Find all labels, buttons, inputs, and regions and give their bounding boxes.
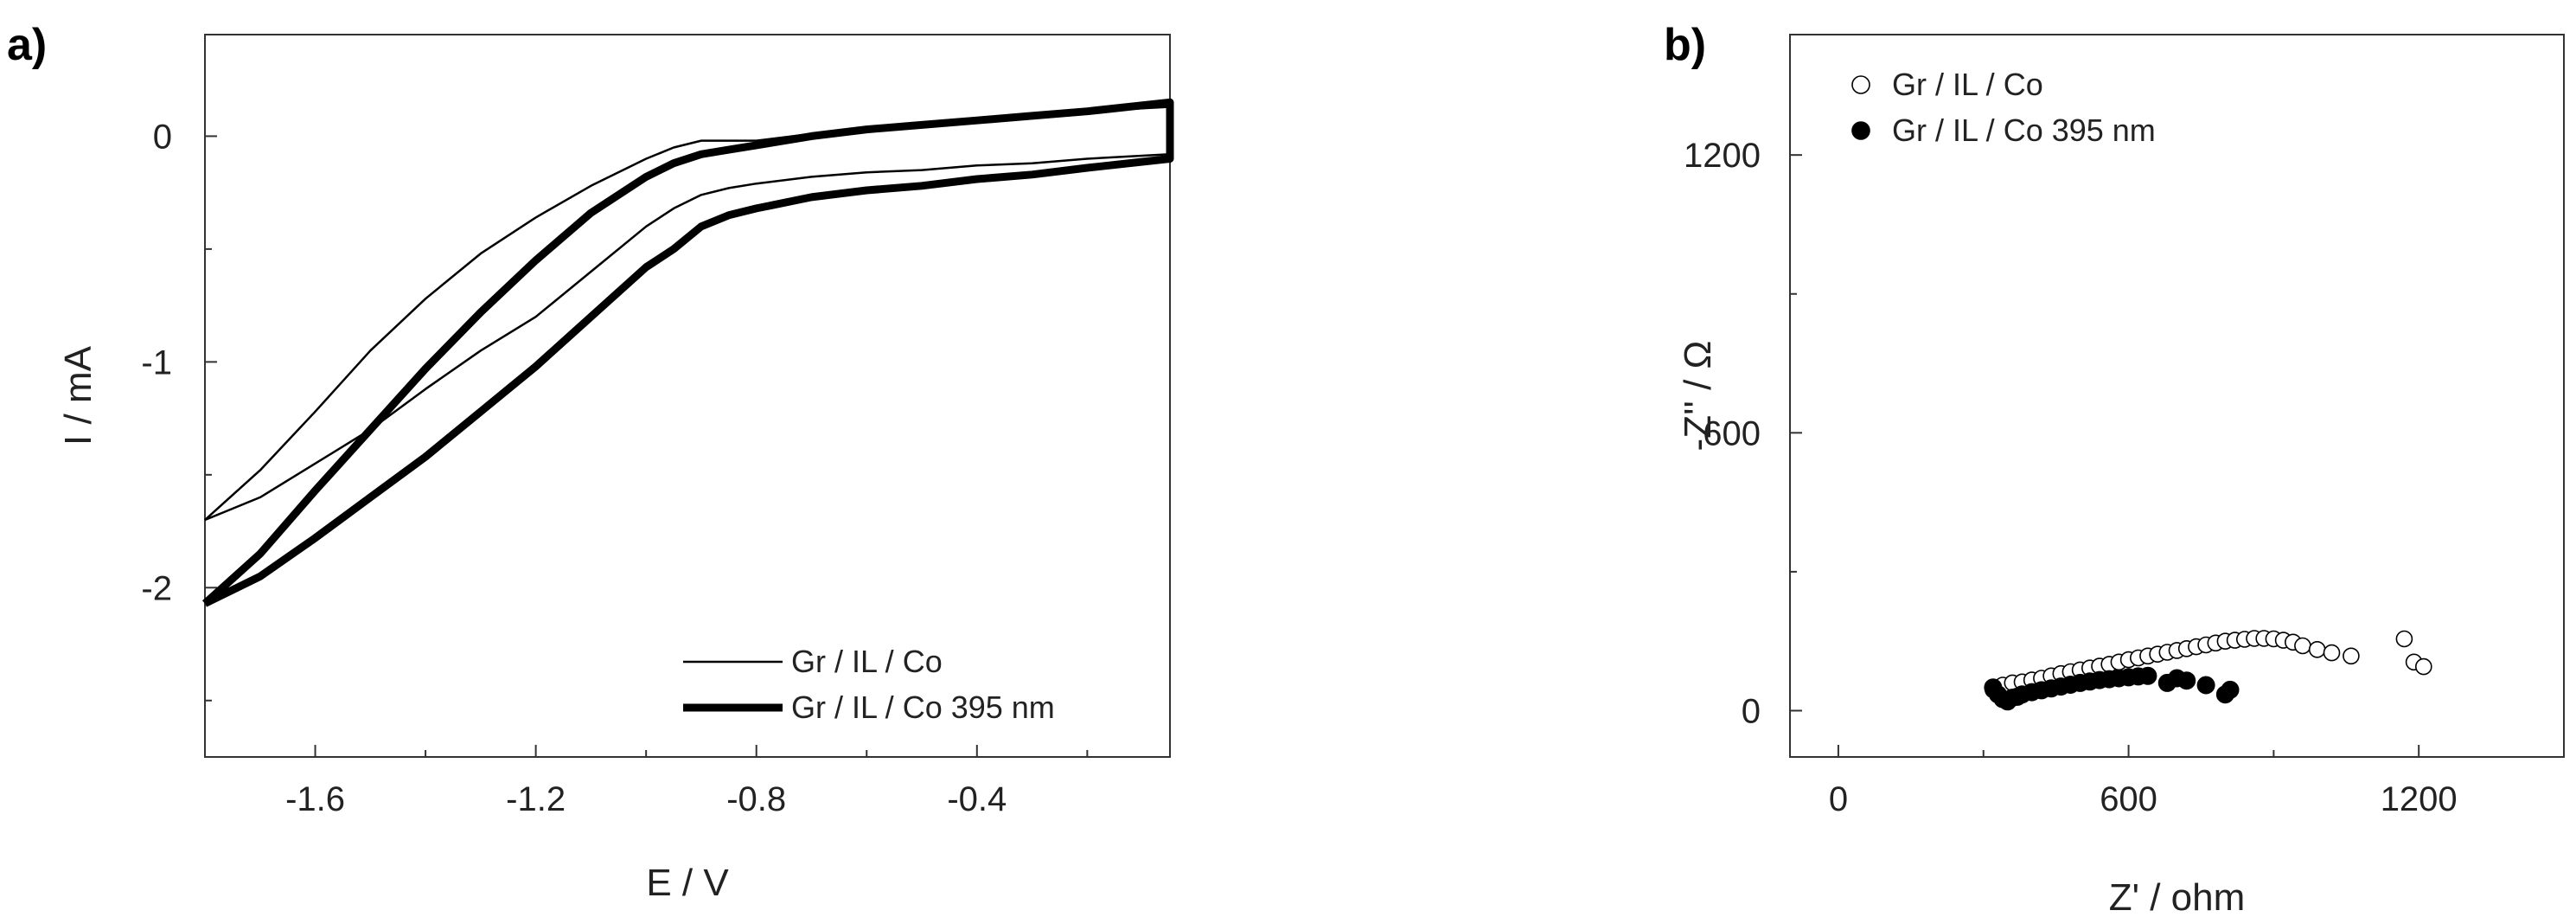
cv-chart: -1.6 -1.2 -0.8 -0.4 0 -1 -2 E / V I / mA Gr / IL …: [57, 34, 1174, 904]
data-point-series-2: [2138, 666, 2157, 685]
plot-frame: [204, 34, 1171, 758]
data-point-series-2: [2177, 671, 2196, 690]
legend-marker: [1851, 121, 1870, 140]
legend-marker: [1851, 75, 1870, 94]
y-tick-label: 1200: [1684, 137, 1761, 175]
x-tick-label: -0.4: [947, 780, 1007, 818]
data-point-series-1: [2414, 657, 2432, 676]
data-point-series-1: [2323, 644, 2341, 662]
x-tick-label: -1.6: [285, 780, 345, 818]
panel-label-b: b): [1664, 20, 1707, 70]
legend-label: Gr / IL / Co: [791, 644, 943, 679]
plot-frame: [1789, 34, 2565, 758]
x-tick-label: -0.8: [726, 780, 786, 818]
y-axis-title: I / mA: [57, 345, 99, 446]
x-tick-label: 0: [1829, 780, 1848, 818]
y-tick-label: -1: [141, 343, 172, 382]
data-point-series-1: [2343, 647, 2360, 665]
legend-label: Gr / IL / Co 395 nm: [791, 689, 1055, 725]
x-tick-label: 1200: [2381, 780, 2458, 818]
data-point-series-1: [2395, 630, 2413, 648]
legend-label: Gr / IL / Co: [1892, 67, 2043, 102]
data-point-series-1: [2308, 640, 2326, 658]
series-line-2: [201, 98, 1174, 607]
impedance-chart: 0 600 1200 0 600 1200 Z' / ohm -Z'' / Ω Gr / IL …: [1677, 34, 2565, 917]
legend-label: Gr / IL / Co 395 nm: [1892, 112, 2156, 148]
y-axis-title: -Z'' / Ω: [1677, 341, 1719, 452]
y-tick-label: -2: [141, 569, 172, 607]
data-point-series-2: [2196, 676, 2215, 695]
y-tick-label: 0: [1742, 692, 1761, 730]
x-axis-title: Z' / ohm: [2109, 876, 2246, 917]
x-tick-label: -1.2: [506, 780, 566, 818]
data-point-series-1: [2294, 637, 2311, 655]
y-tick-label: 0: [153, 118, 172, 156]
panel-label-a: a): [7, 20, 48, 70]
data-point-series-2: [2221, 680, 2240, 699]
x-axis-title: E / V: [646, 862, 729, 904]
y-tick-label: 600: [1703, 414, 1761, 452]
x-tick-label: 600: [2100, 780, 2157, 818]
